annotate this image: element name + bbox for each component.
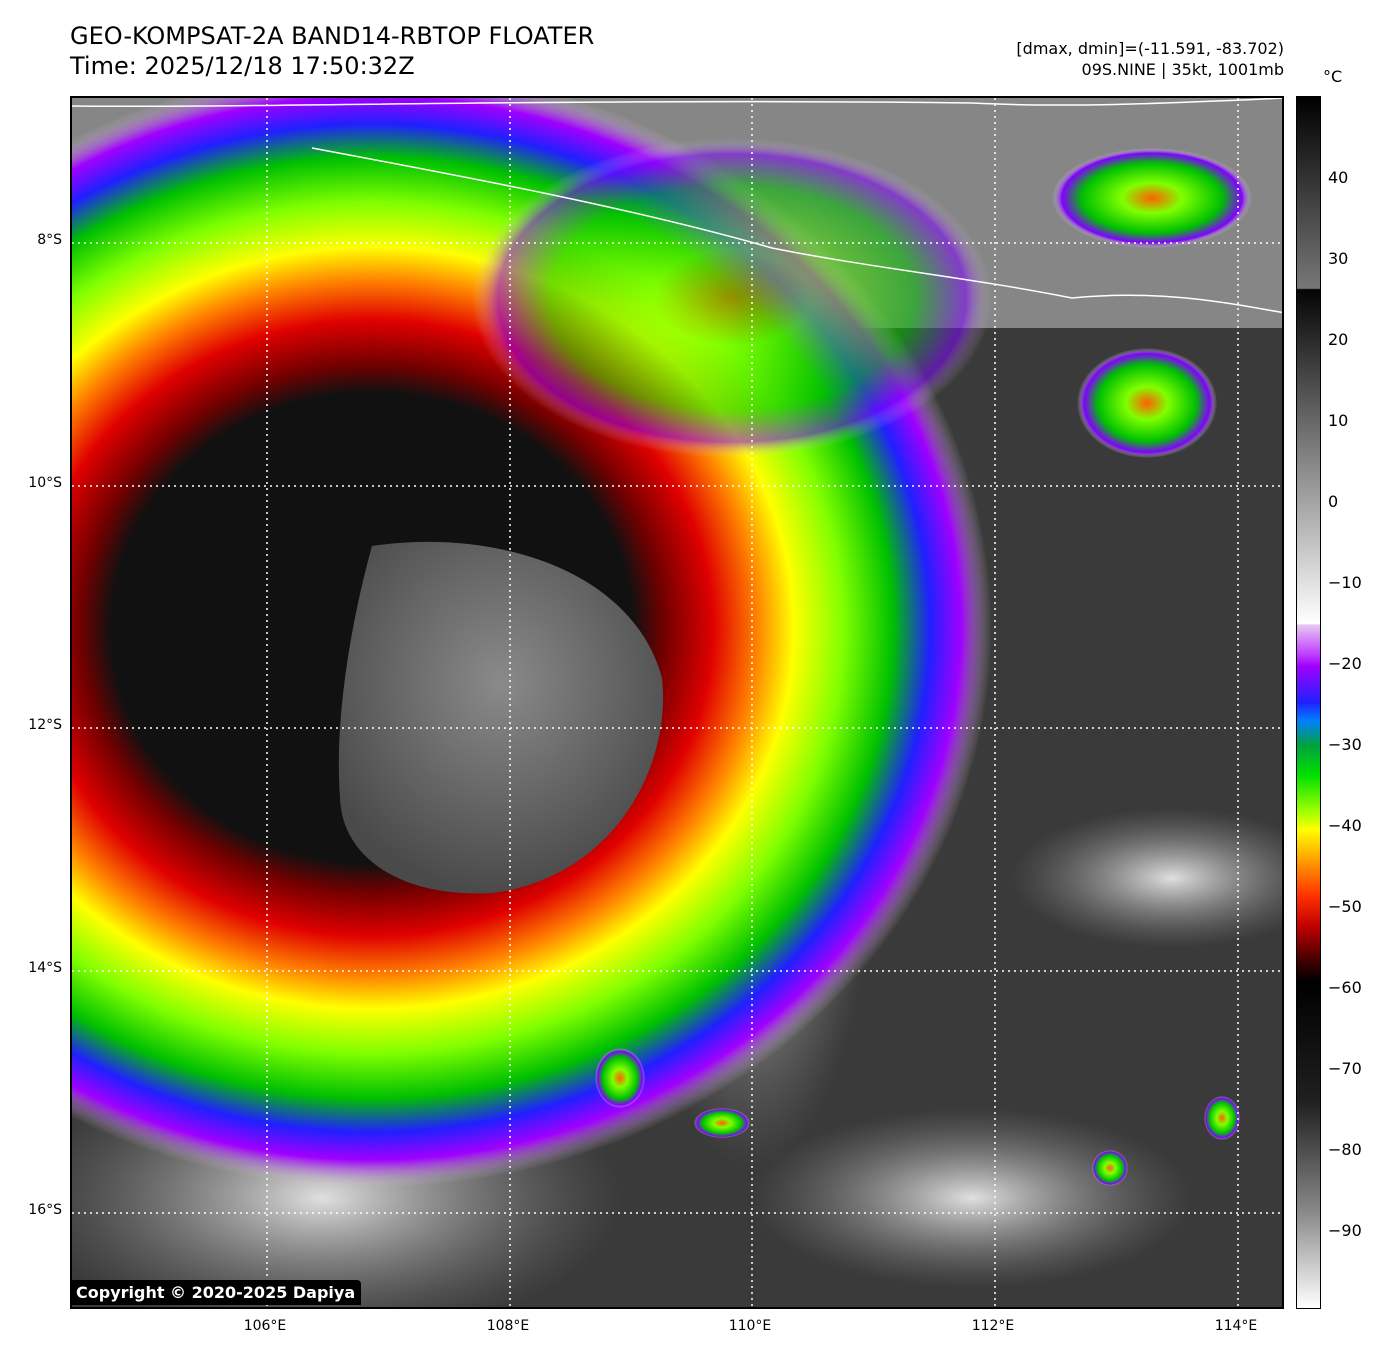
colorbar-tick: 30 xyxy=(1328,249,1349,268)
colorbar xyxy=(1296,96,1321,1309)
colorbar-tick: 20 xyxy=(1328,330,1349,349)
timestamp: Time: 2025/12/18 17:50:32Z xyxy=(70,52,415,80)
lat-label: 10°S xyxy=(28,475,62,491)
storm-eye xyxy=(338,541,664,894)
storm-info: 09S.NINE | 35kt, 1001mb xyxy=(1081,60,1284,79)
lat-label: 12°S xyxy=(28,717,62,733)
colorbar-tick: −30 xyxy=(1328,735,1362,754)
colorbar-tick: −40 xyxy=(1328,816,1362,835)
satellite-map xyxy=(70,96,1284,1309)
colorbar-tick: −60 xyxy=(1328,978,1362,997)
lat-label: 8°S xyxy=(37,232,62,248)
colorbar-tick: 0 xyxy=(1328,492,1339,511)
product-title: GEO-KOMPSAT-2A BAND14-RBTOP FLOATER xyxy=(70,22,595,50)
coastline xyxy=(311,147,1282,314)
lon-label: 114°E xyxy=(1214,1318,1258,1334)
colorbar-tick: 40 xyxy=(1328,168,1349,187)
data-range: [dmax, dmin]=(-11.591, -83.702) xyxy=(1016,39,1284,58)
lon-label: 106°E xyxy=(243,1318,287,1334)
colorbar-unit: °C xyxy=(1323,67,1343,86)
colorbar-tick: −80 xyxy=(1328,1140,1362,1159)
lon-label: 112°E xyxy=(971,1318,1015,1334)
copyright: Copyright © 2020-2025 Dapiya xyxy=(70,1280,362,1305)
colorbar-tick: −70 xyxy=(1328,1059,1362,1078)
lon-label: 110°E xyxy=(728,1318,772,1334)
lat-label: 16°S xyxy=(28,1202,62,1218)
colorbar-tick: −90 xyxy=(1328,1221,1362,1240)
colorbar-tick: −10 xyxy=(1328,573,1362,592)
colorbar-tick: 10 xyxy=(1328,411,1349,430)
coastline xyxy=(72,98,1282,108)
lon-label: 108°E xyxy=(486,1318,530,1334)
colorbar-tick: −50 xyxy=(1328,897,1362,916)
lat-label: 14°S xyxy=(28,960,62,976)
colorbar-tick: −20 xyxy=(1328,654,1362,673)
ir-imagery xyxy=(72,98,1282,1307)
